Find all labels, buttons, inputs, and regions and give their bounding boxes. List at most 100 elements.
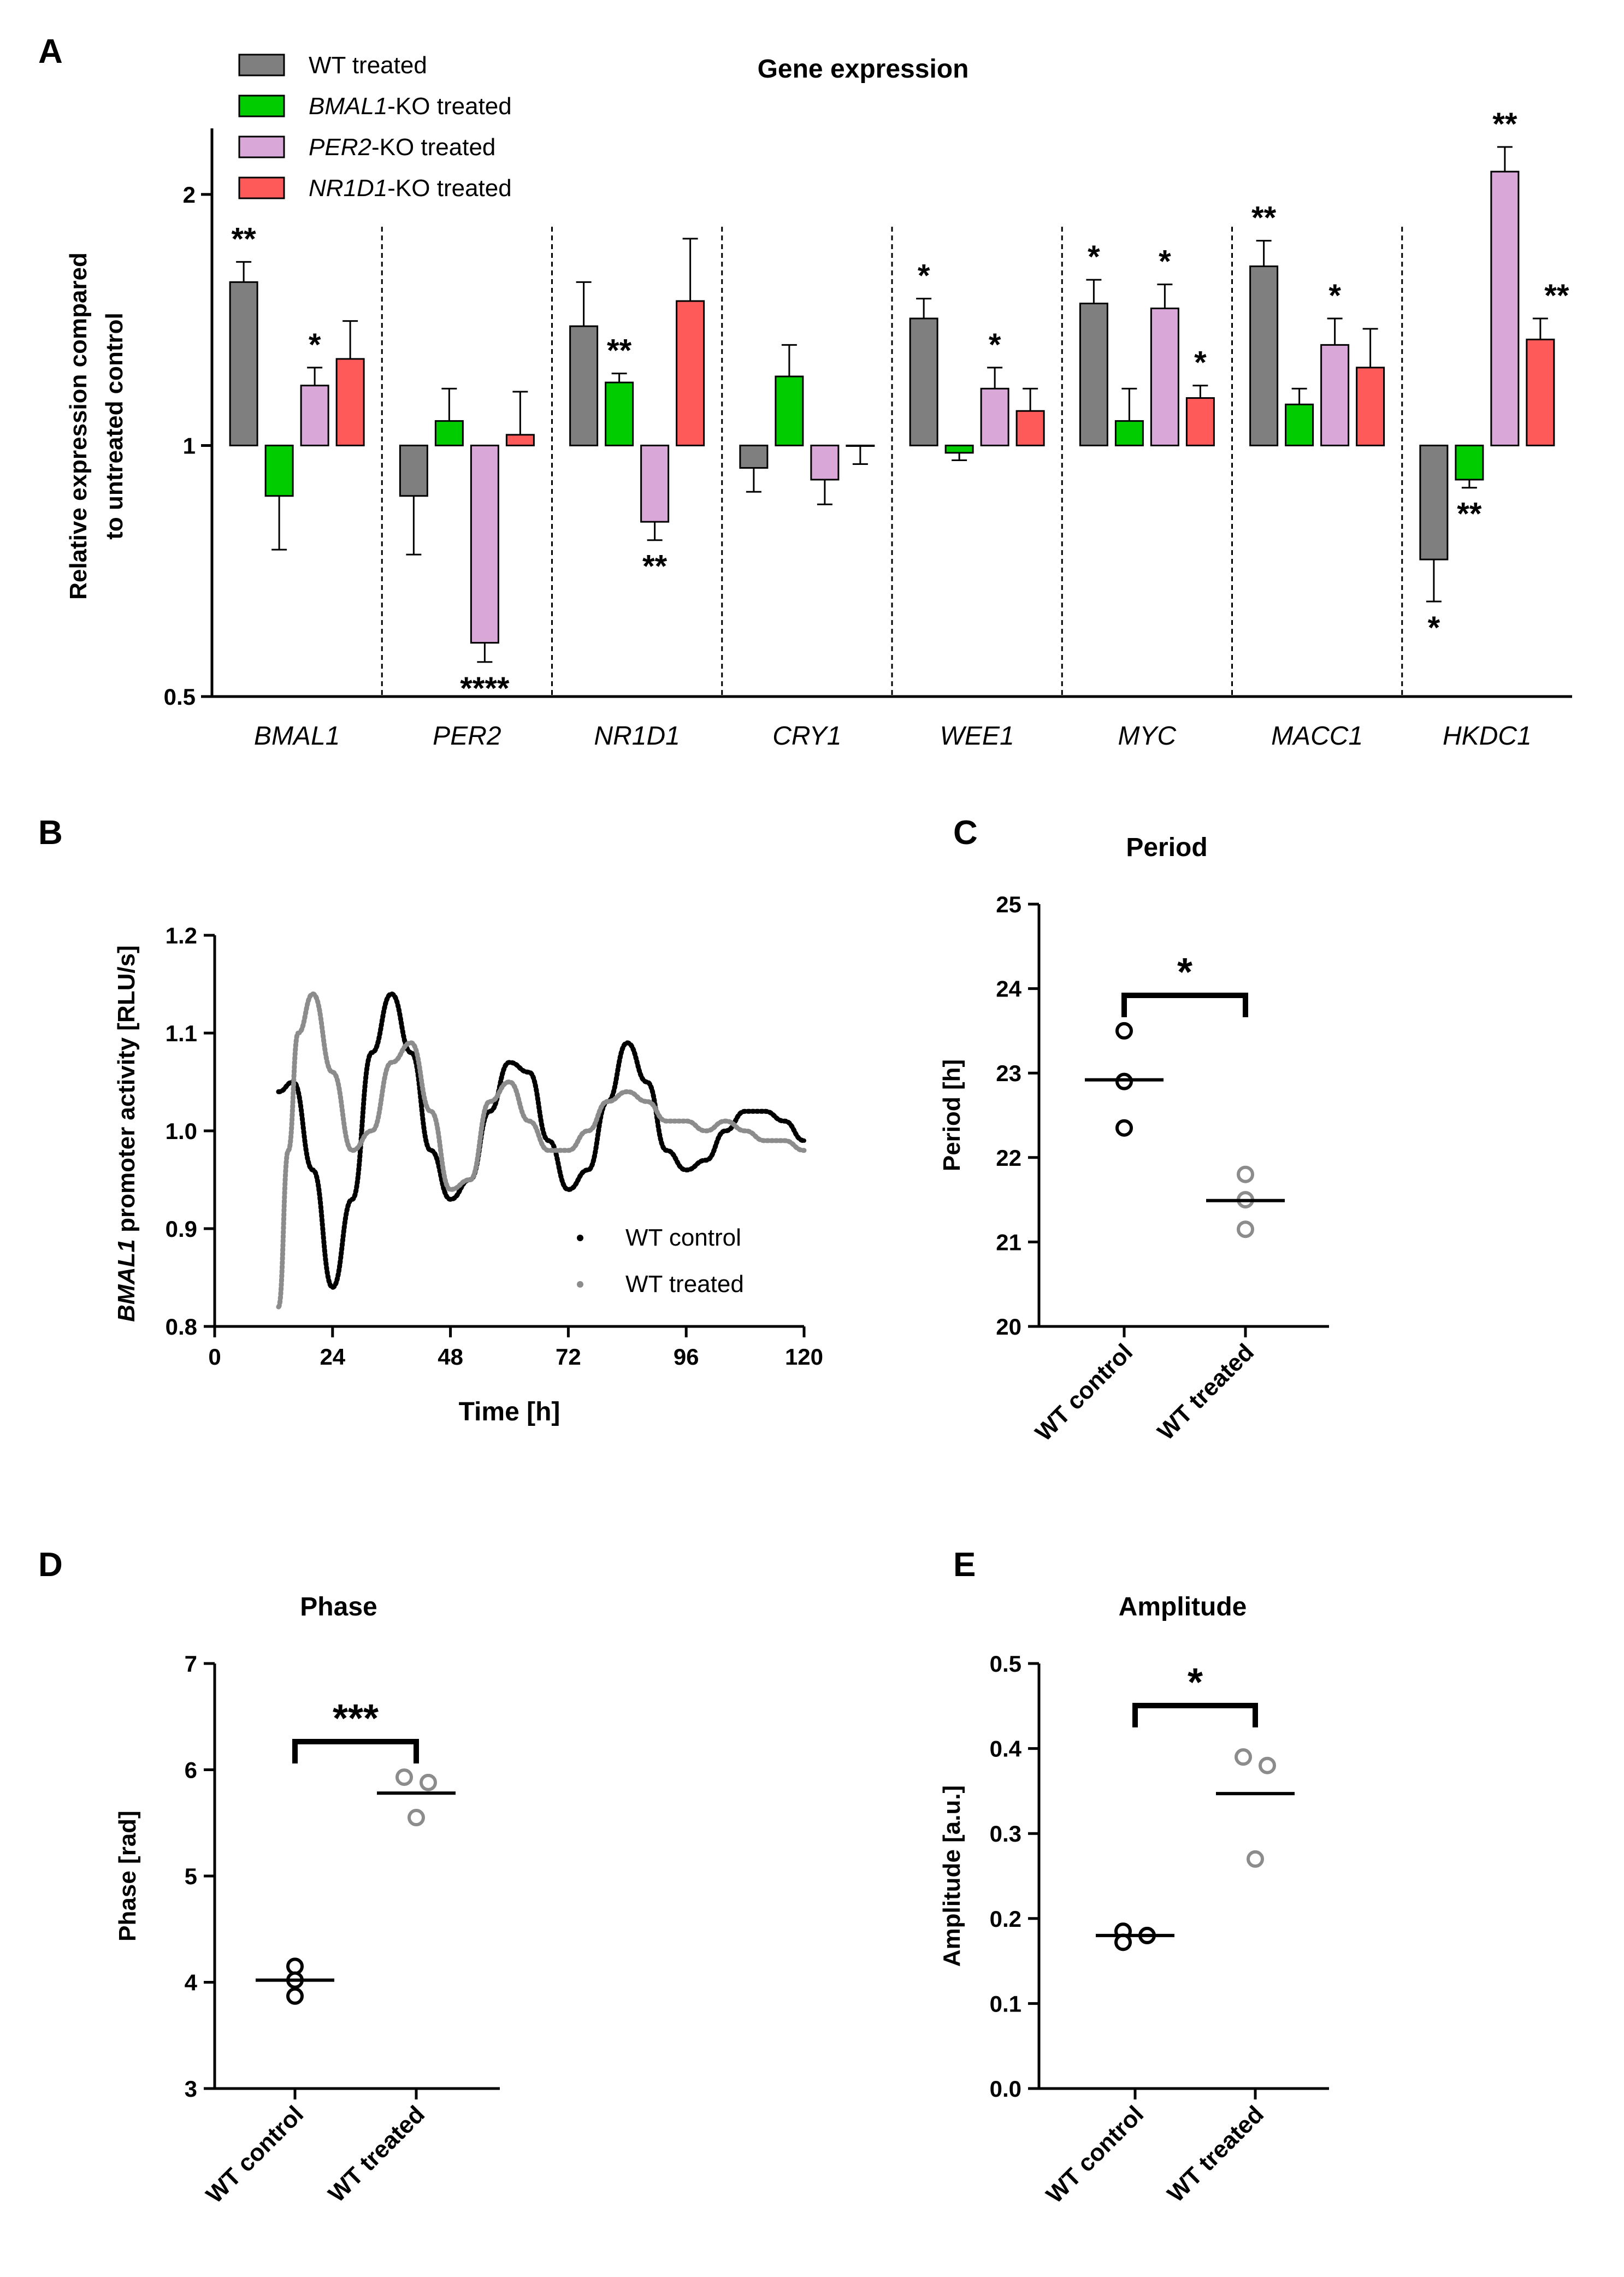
data-point-wt-treated xyxy=(664,1119,669,1124)
chart-b-y-tick-label: 1.0 xyxy=(166,1118,197,1144)
bar-per2-ko-treated-macc1 xyxy=(1320,344,1350,446)
chart-a-x-tick-label-hkdc1: HKDC1 xyxy=(1443,722,1532,751)
chart-a-y-tick-label: 1 xyxy=(183,433,196,458)
data-point-wt-control xyxy=(763,1109,767,1114)
chart-e-y-tick-label: 0.3 xyxy=(990,1821,1021,1847)
chart-c-point-wt-treated xyxy=(1237,1220,1254,1238)
legend-swatch-nr1d1-ko-treated xyxy=(238,176,285,199)
legend-label-plain-part: -KO treated xyxy=(387,175,511,202)
data-point-wt-treated xyxy=(605,1099,610,1104)
chart-a-x-tick-label-bmal1: BMAL1 xyxy=(254,722,340,751)
bar-per2-ko-treated-cry1 xyxy=(810,444,840,481)
significance-stars: ** xyxy=(1251,200,1277,236)
bar-nr1d1-ko-treated-bmal1 xyxy=(335,358,365,446)
chart-e-y-tick-label: 0.5 xyxy=(990,1651,1021,1677)
chart-d-y-tick-label: 4 xyxy=(185,1970,198,1996)
bar-per2-ko-treated-nr1d1 xyxy=(640,444,670,523)
chart-c-x-tick-label-wt-control: WT control xyxy=(1030,1338,1138,1446)
chart-b-y-tick-label: 0.8 xyxy=(166,1314,197,1340)
chart-c-x-tick-label-wt-treated: WT treated xyxy=(1153,1338,1259,1445)
bar-bmal1-ko-treated-myc xyxy=(1114,420,1144,446)
chart-d-y-tick-label: 7 xyxy=(185,1651,197,1677)
chart-d-y-tick-label: 3 xyxy=(185,2076,197,2102)
data-point-wt-treated xyxy=(428,1109,433,1114)
chart-b-x-tick-label: 72 xyxy=(556,1344,581,1370)
data-point-wt-treated xyxy=(286,1148,291,1153)
data-point-wt-treated xyxy=(625,1089,630,1094)
chart-c-y-tick-label: 23 xyxy=(996,1060,1021,1086)
chart-b-x-tick-label: 24 xyxy=(320,1344,345,1370)
bar-wt-treated-myc xyxy=(1079,303,1108,446)
data-point-wt-treated xyxy=(586,1129,590,1133)
chart-e-x-tick-label-wt-control: WT control xyxy=(1041,2101,1149,2208)
chart-d-y-tick-label: 5 xyxy=(185,1863,197,1889)
legend-label-nr1d1-ko-treated: NR1D1-KO treated xyxy=(309,175,512,202)
chart-e-significance-bracket xyxy=(1132,1703,1258,1727)
bar-nr1d1-ko-treated-nr1d1 xyxy=(676,300,705,446)
significance-stars: * xyxy=(1194,345,1207,381)
bar-bmal1-ko-treated-cry1 xyxy=(775,375,804,446)
bar-wt-treated-hkdc1 xyxy=(1419,444,1449,561)
data-point-wt-control xyxy=(409,1050,414,1055)
data-point-wt-control xyxy=(276,1089,281,1094)
significance-stars: ** xyxy=(1544,278,1569,314)
chart-e-y-tick-label: 0.4 xyxy=(990,1736,1022,1762)
chart-d-point-wt-control xyxy=(286,1987,304,2005)
data-point-wt-control xyxy=(389,992,394,996)
significance-stars: * xyxy=(309,327,321,363)
chart-c-significance-bracket xyxy=(1121,993,1248,1017)
legend-label-wt-control: WT control xyxy=(625,1224,741,1251)
chart-c-y-axis-label: Period [h] xyxy=(938,1059,965,1171)
data-point-wt-treated xyxy=(645,1099,649,1104)
legend-marker-wt-treated xyxy=(577,1281,583,1288)
chart-e-significance-stars: * xyxy=(1188,1661,1203,1704)
panel-label-e: E xyxy=(953,1546,976,1584)
data-point-wt-treated xyxy=(296,1031,300,1035)
chart-b-y-axis-label-plain: promoter activity [RLU/s] xyxy=(113,945,140,1239)
data-point-wt-control xyxy=(802,1138,806,1143)
data-point-wt-control xyxy=(704,1158,708,1163)
chart-e-y-tick-label: 0.0 xyxy=(990,2076,1021,2102)
panel-b-promoter-activity-chart: 0.8 0.9 1.0 1.1 1.2 0 24 48 72 96 120 Time [h] BMAL1… xyxy=(113,923,823,1426)
bar-bmal1-ko-treated-macc1 xyxy=(1285,403,1314,446)
chart-a-y-axis-label-line-2: to untreated control xyxy=(101,312,128,540)
chart-a-y-tick-label: 2 xyxy=(183,182,196,208)
chart-e-y-axis-label: Amplitude [a.u.] xyxy=(938,1785,965,1967)
chart-a-x-tick-label-cry1: CRY1 xyxy=(772,722,841,751)
data-point-wt-control xyxy=(527,1070,532,1075)
chart-a-x-tick-label-macc1: MACC1 xyxy=(1271,722,1363,751)
chart-d-point-wt-treated xyxy=(395,1768,413,1786)
data-point-wt-control xyxy=(625,1040,630,1045)
data-point-wt-control xyxy=(487,1109,492,1114)
chart-a-x-tick-label-nr1d1: NR1D1 xyxy=(594,722,680,751)
legend-marker-wt-control xyxy=(577,1235,583,1241)
data-point-wt-treated xyxy=(350,1148,355,1153)
significance-stars: * xyxy=(918,258,930,294)
bar-wt-treated-bmal1 xyxy=(229,281,258,446)
bar-bmal1-ko-treated-nr1d1 xyxy=(605,381,634,446)
chart-c-y-tick-label: 25 xyxy=(996,892,1021,917)
data-point-wt-control xyxy=(428,1148,433,1153)
data-point-wt-control xyxy=(743,1109,748,1114)
legend-label-italic-part: BMAL1 xyxy=(309,93,387,120)
chart-d-y-axis-label: Phase [rad] xyxy=(114,1810,141,1942)
chart-b-x-tick-label: 48 xyxy=(438,1344,463,1370)
bar-per2-ko-treated-wee1 xyxy=(980,387,1009,446)
bar-wt-treated-per2 xyxy=(399,444,428,497)
data-point-wt-treated xyxy=(743,1129,748,1133)
chart-a-y-tick-label: 0.5 xyxy=(164,684,196,710)
chart-a-y-axis-label: Relative expression compared to untreated… xyxy=(65,252,128,600)
trace-wt-treated xyxy=(276,991,807,1309)
data-point-wt-treated xyxy=(507,1079,512,1084)
significance-stars: ** xyxy=(1492,107,1517,142)
chart-b-y-tick-label: 0.9 xyxy=(166,1216,197,1242)
chart-b-y-tick-label: 1.1 xyxy=(166,1020,197,1046)
chart-e-point-wt-treated xyxy=(1259,1756,1276,1774)
chart-d-point-wt-control xyxy=(286,1957,304,1975)
bar-nr1d1-ko-treated-myc xyxy=(1185,397,1215,446)
chart-c-y-tick-label: 20 xyxy=(996,1314,1021,1340)
chart-c-significance-stars: * xyxy=(1177,951,1192,994)
data-point-wt-control xyxy=(507,1060,512,1065)
data-point-wt-treated xyxy=(763,1138,767,1143)
